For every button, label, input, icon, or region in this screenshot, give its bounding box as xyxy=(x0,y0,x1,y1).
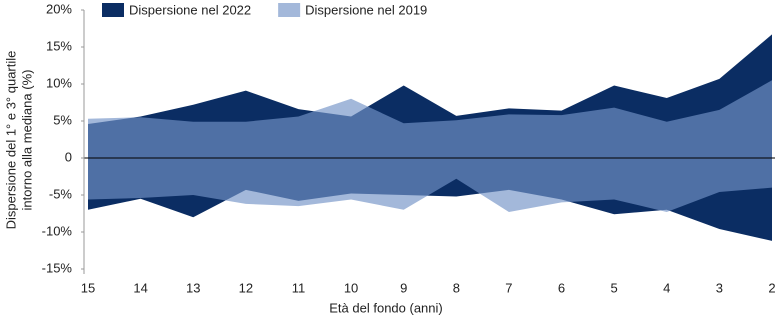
x-tick-label: 12 xyxy=(239,280,253,295)
y-tick-label: 10% xyxy=(46,75,72,90)
y-axis-label: Dispersione del 1° e 3° quartile intorno… xyxy=(3,51,34,230)
legend-swatch xyxy=(102,3,124,17)
x-tick-label: 4 xyxy=(663,280,670,295)
x-tick-label: 14 xyxy=(133,280,147,295)
y-tick-label: 0 xyxy=(65,149,72,164)
legend-label: Dispersione nel 2019 xyxy=(305,2,427,17)
y-tick-label: 15% xyxy=(46,38,72,53)
x-tick-label: 6 xyxy=(558,280,565,295)
y-tick-label: -15% xyxy=(42,260,73,275)
x-tick-label: 2 xyxy=(768,280,775,295)
y-tick-label: 20% xyxy=(46,1,72,16)
x-tick-label: 11 xyxy=(292,280,306,295)
legend-swatch xyxy=(278,3,301,17)
y-tick-label: -5% xyxy=(49,186,73,201)
band-area xyxy=(88,80,772,213)
x-tick-label: 10 xyxy=(344,280,358,295)
x-tick-label: 13 xyxy=(186,280,200,295)
y-axis-label-line: Dispersione del 1° e 3° quartile xyxy=(3,51,18,230)
y-tick-label: 5% xyxy=(53,112,72,127)
x-axis-label: Età del fondo (anni) xyxy=(329,300,442,315)
x-tick-label: 3 xyxy=(716,280,723,295)
x-tick-label: 9 xyxy=(400,280,407,295)
x-tick-label: 7 xyxy=(505,280,512,295)
y-tick-label: -10% xyxy=(42,223,73,238)
y-axis-label-line: intorno alla mediana (%) xyxy=(19,70,34,211)
x-tick-label: 5 xyxy=(611,280,618,295)
x-tick-label: 8 xyxy=(453,280,460,295)
x-tick-label: 15 xyxy=(81,280,95,295)
legend-label: Dispersione nel 2022 xyxy=(129,2,251,17)
